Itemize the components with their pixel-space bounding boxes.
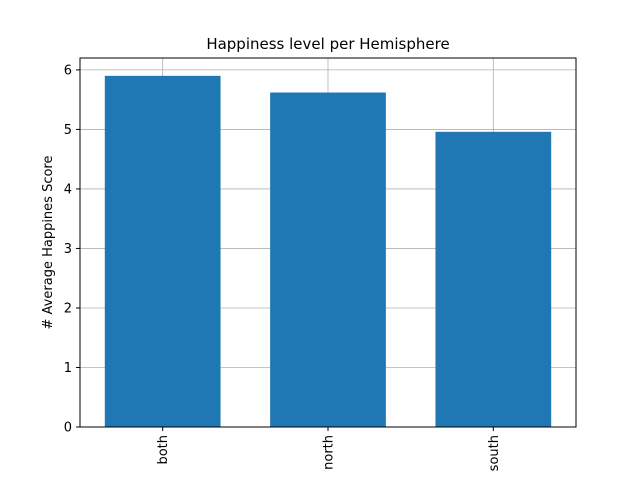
bar-both [104, 75, 221, 428]
y-tick-label: 6 [64, 63, 72, 78]
y-axis-title: # Average Happines Score [41, 156, 56, 330]
y-tick-label: 5 [64, 123, 72, 138]
bars [104, 75, 552, 428]
y-tick-label: 3 [64, 242, 72, 257]
bar-north [270, 92, 386, 428]
y-tick-label: 1 [64, 361, 72, 376]
y-tick-label: 2 [64, 301, 72, 316]
chart-title: Happiness level per Hemisphere [206, 35, 449, 53]
x-tick-label: south [487, 435, 502, 471]
x-tick-label: north [322, 435, 337, 470]
y-tick-label: 0 [64, 421, 72, 436]
x-tick-label: both [156, 435, 171, 465]
y-axis-ticks: 0 1 2 3 4 5 6 [64, 63, 80, 436]
y-tick-label: 4 [64, 182, 72, 197]
x-axis-ticks: both north south [156, 427, 502, 471]
bar-south [435, 131, 552, 428]
